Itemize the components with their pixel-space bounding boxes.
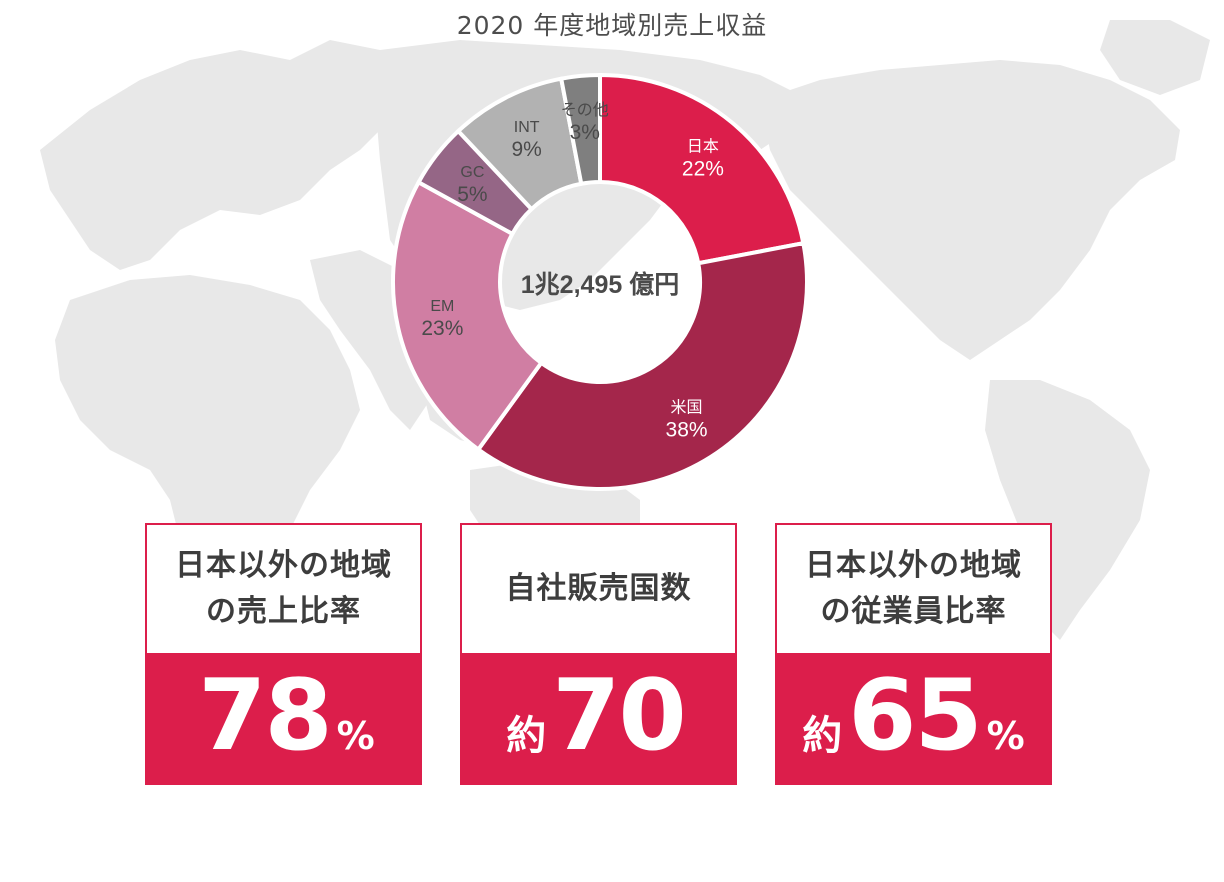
slice-category-label: 日本 (687, 138, 719, 156)
slice-value-label: 23% (421, 317, 463, 340)
stat-card-sales-countries: 自社販売国数 約 70 (460, 523, 737, 785)
stat-label: 日本以外の地域 の従業員比率 (805, 548, 1022, 629)
map-greenland (1100, 20, 1210, 95)
slice-value-label: 3% (570, 121, 600, 144)
stat-unit: % (986, 714, 1025, 758)
donut-slice-labels: 日本 22% 米国 38% EM 23% GC 5% INT 9% その他 3% (421, 101, 724, 441)
stat-unit: % (336, 714, 375, 758)
slice-category-label: EM (430, 298, 454, 315)
donut-center-label: 1兆2,495 億円 (521, 270, 679, 299)
donut-slice-2 (391, 179, 545, 453)
slice-category-label: 米国 (671, 398, 703, 416)
slice-value-label: 38% (666, 418, 708, 441)
slice-value-label: 9% (512, 138, 542, 161)
slice-category-label: その他 (561, 101, 609, 119)
map-north-america (760, 60, 1180, 360)
stat-number: 78 (198, 659, 332, 773)
stat-card-overseas-sales: 日本以外の地域 の売上比率 78 % (145, 523, 422, 785)
stat-label: 日本以外の地域 の売上比率 (175, 548, 392, 629)
map-south-america (985, 380, 1150, 640)
stat-prefix: 約 (802, 713, 843, 759)
stat-number: 70 (552, 659, 686, 773)
slice-category-label: INT (514, 119, 540, 136)
slice-category-label: GC (460, 164, 484, 181)
stat-value: 約 70 (460, 653, 737, 785)
chart-title: 2020 年度地域別売上収益 (456, 11, 768, 40)
stat-number: 65 (848, 659, 982, 773)
slice-value-label: 22% (682, 158, 724, 181)
stat-label: 自社販売国数 (505, 571, 692, 606)
donut-slice-5 (558, 72, 602, 187)
stat-value: 約 65 % (775, 653, 1052, 785)
donut-slices (391, 72, 809, 491)
stat-prefix: 約 (506, 713, 547, 759)
stat-value: 78 % (145, 653, 422, 785)
donut-slice-0 (598, 72, 806, 266)
map-europe (40, 40, 400, 270)
stat-card-overseas-employees: 日本以外の地域 の従業員比率 約 65 % (775, 523, 1052, 785)
donut-slice-1 (475, 240, 809, 491)
slice-value-label: 5% (457, 183, 487, 206)
